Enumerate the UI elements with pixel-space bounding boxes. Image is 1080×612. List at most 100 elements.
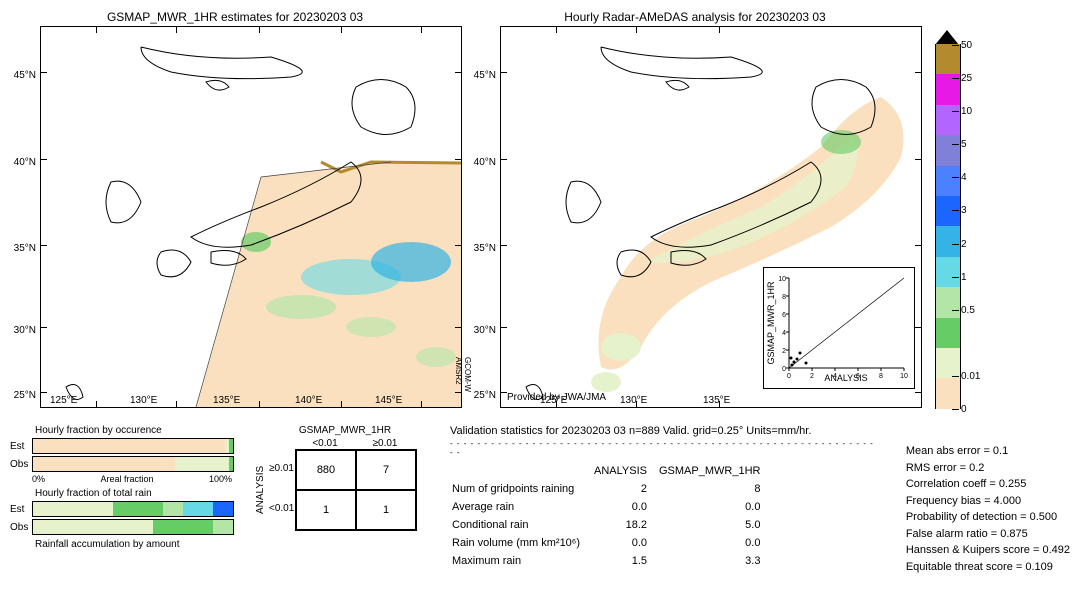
- lat-tick-label: 30°N: [470, 325, 496, 336]
- colorbar-tick-label: 10: [961, 106, 972, 117]
- svg-text:2: 2: [810, 373, 814, 380]
- lat-tick-label: 35°N: [470, 243, 496, 254]
- stats-colheader-1: GSMAP_MWR_1HR: [659, 463, 770, 479]
- lon-tick-label: 130°E: [620, 395, 647, 406]
- scatter-plot-inset: 00224466881010 ANALYSIS GSMAP_MWR_1HR: [763, 267, 915, 389]
- lon-tick-label: 135°E: [213, 395, 240, 406]
- stats-metric: Probability of detection = 0.500: [906, 509, 1070, 526]
- stats-metric: RMS error = 0.2: [906, 460, 1070, 477]
- colorbar-segment: [935, 257, 961, 287]
- lat-tick-label: 35°N: [10, 243, 36, 254]
- lat-tick-label: 40°N: [10, 157, 36, 168]
- colorbar-segment: [935, 226, 961, 256]
- ct-cell-11: 1: [356, 490, 416, 530]
- colorbar-tick-label: 0.5: [961, 305, 975, 316]
- colorbar-segment: [935, 378, 961, 408]
- svg-text:0: 0: [782, 366, 786, 373]
- colorbar-tick-label: 25: [961, 73, 972, 84]
- stats-colheader-0: ANALYSIS: [592, 463, 657, 479]
- colorbar: 502510543210.50.010: [930, 10, 999, 410]
- stats-metric: Mean abs error = 0.1: [906, 443, 1070, 460]
- totalrain-title: Hourly fraction of total rain: [35, 488, 240, 499]
- lon-tick-label: 125°E: [50, 395, 77, 406]
- lon-tick-label: 125°E: [540, 395, 567, 406]
- svg-text:10: 10: [778, 276, 786, 283]
- lon-tick-label: 135°E: [703, 395, 730, 406]
- lat-tick-label: 25°N: [470, 390, 496, 401]
- colorbar-tick-label: 5: [961, 139, 967, 150]
- svg-text:10: 10: [900, 373, 908, 380]
- ct-cell-00: 880: [296, 450, 356, 490]
- svg-text:6: 6: [782, 312, 786, 319]
- svg-text:8: 8: [782, 294, 786, 301]
- bar-row-label: Est: [10, 504, 32, 515]
- colorbar-segment: [935, 166, 961, 196]
- stats-row-label: Average rain: [452, 499, 590, 515]
- stats-val-a: 1.5: [592, 553, 657, 569]
- contingency-table: GSMAP_MWR_1HR <0.01 ≥0.01 ANALYSIS ≥0.01…: [255, 425, 435, 575]
- lon-tick-label: 145°E: [375, 395, 402, 406]
- colorbar-segment: [935, 105, 961, 135]
- stats-header: Validation statistics for 20230203 03 n=…: [450, 425, 876, 437]
- stats-row-label: Rain volume (mm km²10⁶): [452, 535, 590, 551]
- ct-col-header-0: <0.01: [295, 438, 355, 449]
- ct-cell-10: 1: [296, 490, 356, 530]
- xaxis-left: 0%: [32, 474, 45, 484]
- stats-metric: Equitable threat score = 0.109: [906, 559, 1070, 576]
- scatter-ylabel: GSMAP_MWR_1HR: [766, 281, 776, 365]
- stats-metric: Correlation coeff = 0.255: [906, 476, 1070, 493]
- stats-row-label: Maximum rain: [452, 553, 590, 569]
- stats-metric: Frequency bias = 4.000: [906, 493, 1070, 510]
- stats-val-a: 0.0: [592, 535, 657, 551]
- colorbar-tick-label: 2: [961, 239, 967, 250]
- colorbar-segment: [935, 287, 961, 317]
- stats-val-b: 8: [659, 481, 770, 497]
- stats-val-a: 2: [592, 481, 657, 497]
- colorbar-segment: [935, 318, 961, 348]
- colorbar-tick-label: 0.01: [961, 371, 980, 382]
- colorbar-segment: [935, 196, 961, 226]
- svg-text:0: 0: [787, 373, 791, 380]
- lat-tick-label: 45°N: [470, 70, 496, 81]
- ct-row-header-1: <0.01: [269, 489, 295, 529]
- left-map-panel: GSMAP_MWR_1HR estimates for 20230203 03 …: [10, 10, 460, 410]
- lat-tick-label: 45°N: [10, 70, 36, 81]
- stats-metric: False alarm ratio = 0.875: [906, 526, 1070, 543]
- lon-tick-label: 140°E: [295, 395, 322, 406]
- stats-val-b: 3.3: [659, 553, 770, 569]
- bar-row-label: Est: [10, 441, 32, 452]
- colorbar-tick-label: 1: [961, 272, 967, 283]
- scatter-xlabel: ANALYSIS: [824, 373, 867, 383]
- left-map-title: GSMAP_MWR_1HR estimates for 20230203 03: [10, 10, 460, 24]
- ct-ylabel: ANALYSIS: [255, 449, 269, 531]
- validation-stats: Validation statistics for 20230203 03 n=…: [450, 425, 1070, 575]
- ct-col-header-1: ≥0.01: [355, 438, 415, 449]
- lat-tick-label: 30°N: [10, 325, 36, 336]
- fraction-bars: Hourly fraction by occurence EstObs 0% A…: [10, 425, 240, 575]
- svg-text:8: 8: [879, 373, 883, 380]
- colorbar-tick-label: 0: [961, 404, 967, 415]
- stats-divider: - - - - - - - - - - - - - - - - - - - - …: [450, 439, 876, 457]
- left-map-svg: [41, 27, 461, 407]
- stats-metric: Hanssen & Kuipers score = 0.492: [906, 542, 1070, 559]
- xaxis-right: 100%: [209, 474, 232, 484]
- right-map-title: Hourly Radar-AMeDAS analysis for 2023020…: [470, 10, 920, 24]
- left-map-box: [40, 26, 462, 408]
- occurrence-title: Hourly fraction by occurence: [35, 425, 240, 436]
- bar-row-label: Obs: [10, 459, 32, 470]
- colorbar-segment: [935, 44, 961, 74]
- stats-val-a: 18.2: [592, 517, 657, 533]
- stats-row-label: Num of gridpoints raining: [452, 481, 590, 497]
- ct-cell-01: 7: [356, 450, 416, 490]
- stats-val-b: 0.0: [659, 535, 770, 551]
- lat-tick-label: 40°N: [470, 157, 496, 168]
- colorbar-tick-label: 50: [961, 40, 972, 51]
- ct-row-header-0: ≥0.01: [269, 449, 295, 489]
- bar-row-label: Obs: [10, 522, 32, 533]
- svg-text:2: 2: [782, 348, 786, 355]
- right-map-box: 00224466881010 ANALYSIS GSMAP_MWR_1HR Pr…: [500, 26, 922, 408]
- colorbar-segment: [935, 135, 961, 165]
- svg-text:4: 4: [782, 330, 786, 337]
- accum-title: Rainfall accumulation by amount: [35, 539, 240, 550]
- stats-val-b: 0.0: [659, 499, 770, 515]
